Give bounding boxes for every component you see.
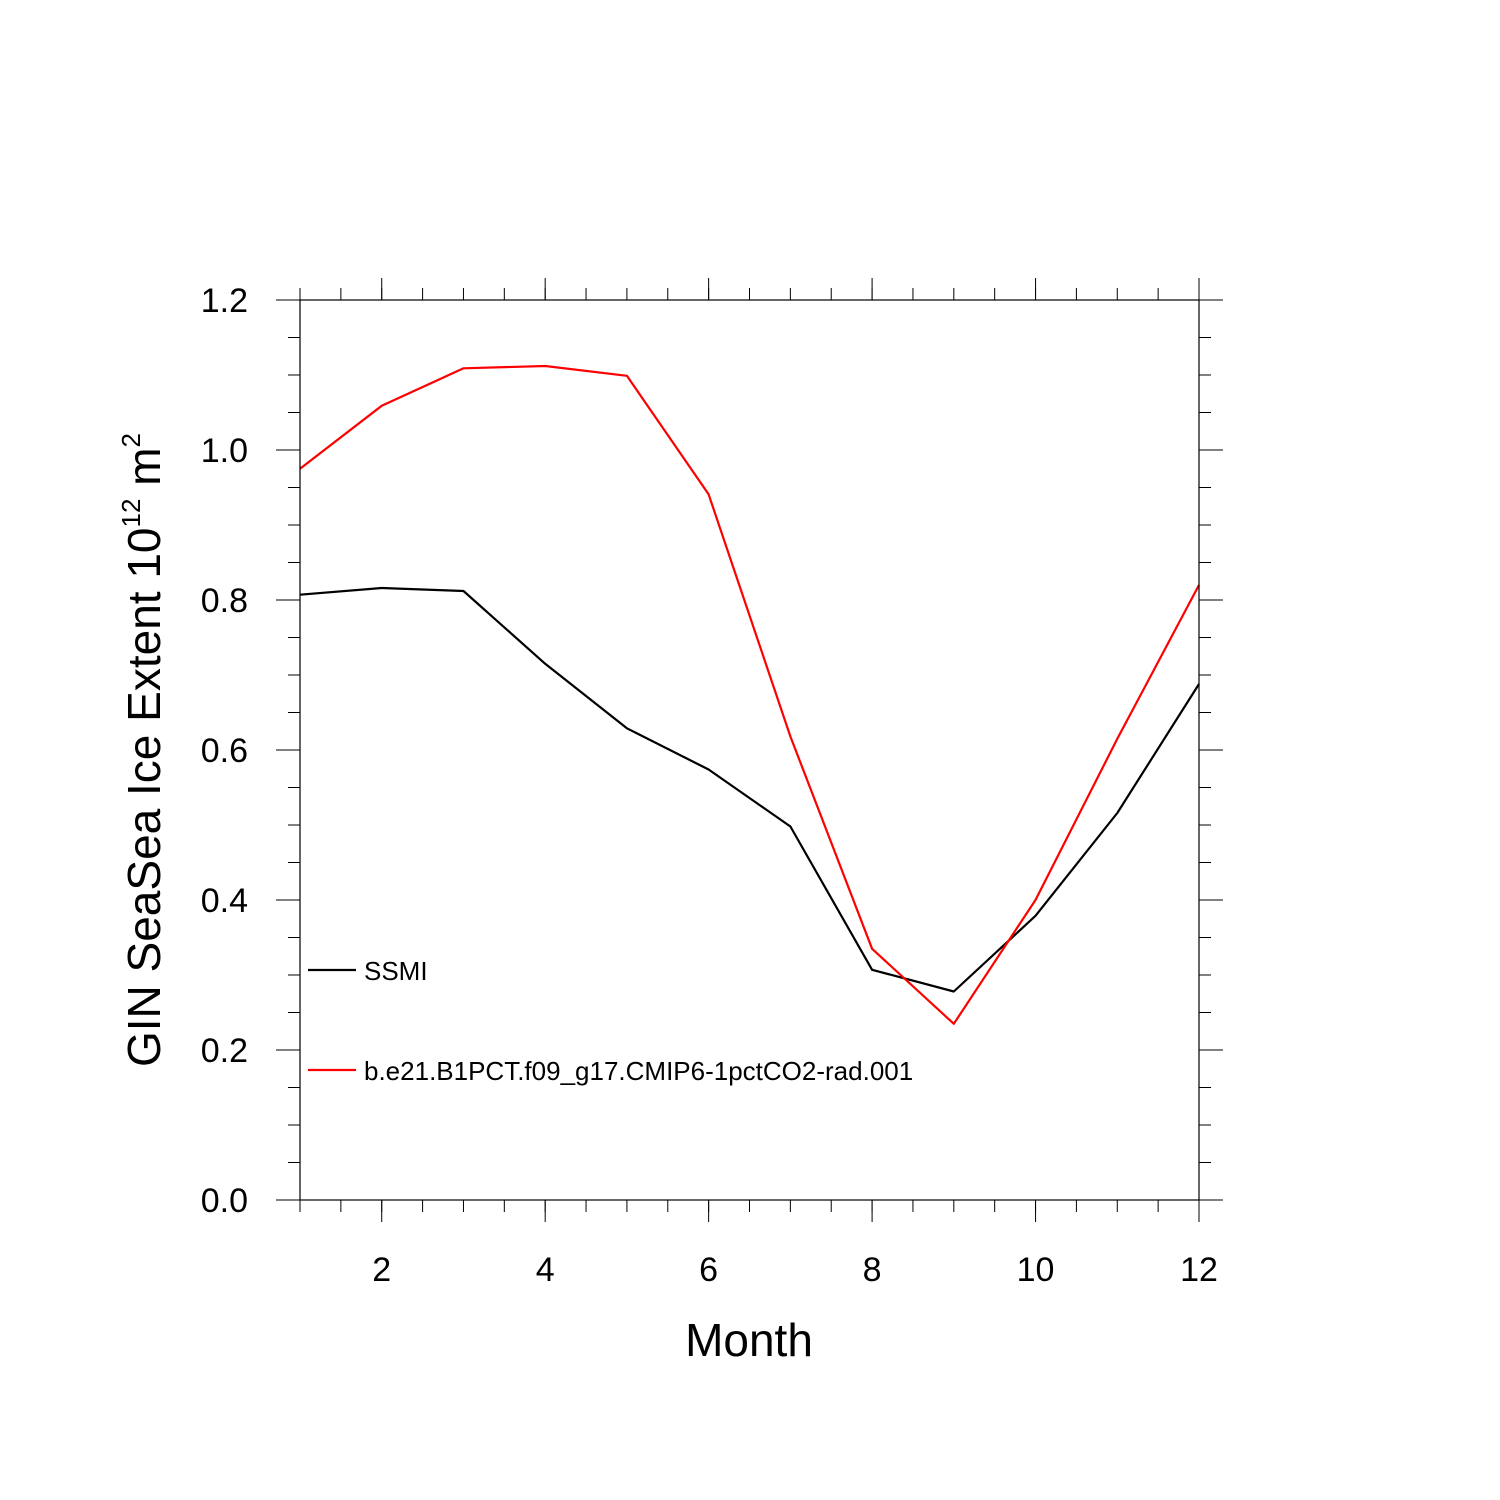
x-axis-title: Month — [685, 1314, 813, 1366]
legend-label-2: b.e21.B1PCT.f09_g17.CMIP6-1pctCO2-rad.00… — [364, 1056, 913, 1086]
plot-frame — [299, 299, 1200, 1201]
y-tick-label: 0.2 — [201, 1032, 248, 1070]
x-tick-label: 10 — [1017, 1251, 1055, 1289]
y-axis-title-text: GIN SeaSea Ice Extent 10 — [118, 527, 170, 1067]
y-axis-title-unit-exponent: 2 — [116, 433, 146, 447]
y-tick-label: 0.4 — [201, 882, 248, 920]
y-tick-label: 1.2 — [201, 282, 248, 320]
legend-label-1: SSMI — [364, 956, 428, 986]
y-axis-title: GIN SeaSea Ice Extent 1012 m2 — [116, 433, 170, 1067]
x-tick-label: 2 — [372, 1251, 391, 1289]
major-ticks — [276, 278, 1223, 1222]
x-tick-label: 12 — [1180, 1251, 1218, 1289]
series-layer — [299, 364, 1200, 1025]
y-tick-label: 1.0 — [201, 432, 248, 470]
y-tick-label: 0.8 — [201, 582, 248, 620]
series-line-2 — [299, 364, 1200, 1025]
x-tick-label: 4 — [536, 1251, 555, 1289]
x-tick-label: 8 — [863, 1251, 882, 1289]
x-tick-labels: 2 4 6 8 10 12 — [372, 1251, 1218, 1289]
y-axis-title-unit: m — [118, 447, 170, 498]
legend: SSMI b.e21.B1PCT.f09_g17.CMIP6-1pctCO2-ra… — [308, 956, 913, 1086]
y-tick-labels: 0.0 0.2 0.4 0.6 0.8 1.0 1.2 — [201, 282, 248, 1220]
y-axis-title-exponent: 12 — [116, 499, 146, 528]
series-line-1 — [299, 586, 1200, 993]
y-tick-label: 0.6 — [201, 732, 248, 770]
y-tick-label: 0.0 — [201, 1182, 248, 1220]
x-tick-label: 6 — [699, 1251, 718, 1289]
